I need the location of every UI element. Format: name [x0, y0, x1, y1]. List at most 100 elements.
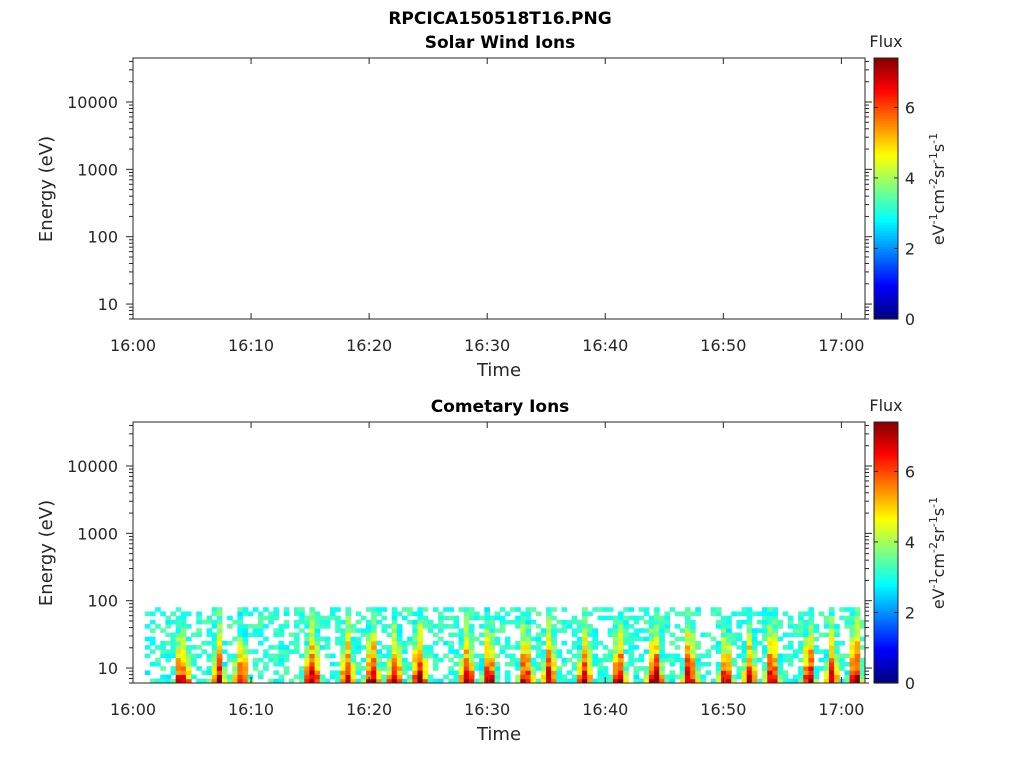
flux-cell [854, 666, 861, 671]
flux-cell [432, 640, 439, 646]
flux-cell [767, 678, 773, 684]
flux-cell [185, 670, 192, 675]
flux-cell [654, 661, 660, 667]
flux-cell [144, 624, 151, 629]
flux-cell [618, 636, 624, 642]
flux-cell [659, 653, 665, 659]
colorbar-tick-label: 6 [905, 462, 915, 481]
flux-cell [221, 678, 228, 684]
flux-cell [535, 611, 542, 617]
colorbar-band [874, 429, 898, 434]
flux-cell [216, 645, 223, 650]
flux-cell [546, 661, 552, 667]
colorbar-band [874, 562, 898, 567]
flux-cell [386, 670, 393, 675]
flux-cell [165, 619, 172, 625]
flux-cell [165, 615, 172, 621]
flux-cell [751, 674, 758, 680]
flux-cell [849, 653, 856, 659]
flux-cell [499, 628, 506, 633]
flux-cell [808, 615, 815, 621]
flux-cell [396, 661, 403, 667]
x-tick-label: 16:30 [464, 336, 510, 355]
colorbar-band [874, 282, 898, 286]
flux-cell [402, 657, 408, 663]
flux-cell [144, 645, 151, 650]
colorbar-band [874, 261, 898, 265]
flux-cell [438, 611, 444, 617]
flux-cell [283, 670, 290, 675]
flux-cell [648, 615, 655, 621]
flux-cell [736, 670, 743, 675]
flux-cell [293, 632, 300, 638]
flux-cell [623, 632, 629, 638]
flux-cell [191, 645, 197, 650]
flux-cell [237, 678, 244, 684]
flux-cell [170, 619, 177, 625]
flux-cell [664, 619, 671, 625]
flux-cell [180, 649, 187, 654]
colorbar-band [874, 557, 898, 561]
colorbar-band [874, 607, 898, 611]
colorbar-band [874, 258, 898, 263]
flux-cell [695, 653, 701, 659]
flux-cell [674, 653, 681, 659]
flux-cell [633, 678, 640, 684]
flux-cell [628, 632, 635, 638]
flux-cell [525, 624, 532, 629]
colorbar-band [874, 531, 898, 535]
flux-cell [381, 645, 388, 650]
flux-cell [191, 674, 197, 680]
flux-cell [854, 674, 861, 680]
flux-cell [494, 670, 501, 675]
colorbar-band [874, 292, 898, 297]
flux-cell [381, 615, 388, 621]
flux-cell [633, 632, 640, 638]
flux-cell [710, 645, 717, 650]
flux-cell [859, 666, 866, 671]
flux-cell [273, 645, 280, 650]
flux-cell [453, 624, 460, 629]
flux-cell [299, 653, 305, 659]
x-tick-label: 17:00 [818, 336, 864, 355]
flux-cell [618, 670, 624, 675]
flux-cell [489, 619, 496, 625]
flux-cell [520, 674, 526, 680]
flux-cell [237, 670, 244, 675]
flux-cell [201, 640, 208, 646]
flux-cell [762, 645, 768, 650]
flux-cell [386, 624, 393, 629]
flux-cell [700, 678, 707, 684]
flux-cell [391, 607, 398, 612]
flux-cell [263, 666, 269, 671]
flux-cell [762, 628, 768, 633]
flux-cell [144, 636, 151, 642]
flux-cell [520, 653, 526, 659]
flux-cell [391, 640, 398, 646]
flux-cell [746, 615, 753, 621]
colorbar-band [874, 204, 898, 208]
flux-cell [360, 632, 367, 638]
flux-cell [798, 632, 804, 638]
flux-cell [422, 678, 429, 684]
flux-cell [304, 632, 310, 638]
colorbar-band [874, 468, 898, 473]
flux-cell [659, 619, 665, 625]
flux-cell [839, 666, 845, 671]
flux-cell [859, 678, 866, 684]
flux-cell [273, 661, 280, 667]
flux-cell [448, 607, 454, 612]
flux-cell [479, 670, 485, 675]
flux-cell [149, 649, 156, 654]
flux-cell [736, 632, 743, 638]
flux-cell [546, 624, 552, 629]
flux-cell [551, 678, 557, 684]
y-tick-label: 1000 [77, 524, 118, 543]
flux-cell [463, 645, 470, 650]
colorbar-band [874, 495, 898, 499]
flux-cell [463, 678, 470, 684]
flux-cell [345, 657, 352, 663]
colorbar-band [874, 165, 898, 169]
flux-cell [551, 636, 557, 642]
flux-cell [859, 674, 866, 680]
